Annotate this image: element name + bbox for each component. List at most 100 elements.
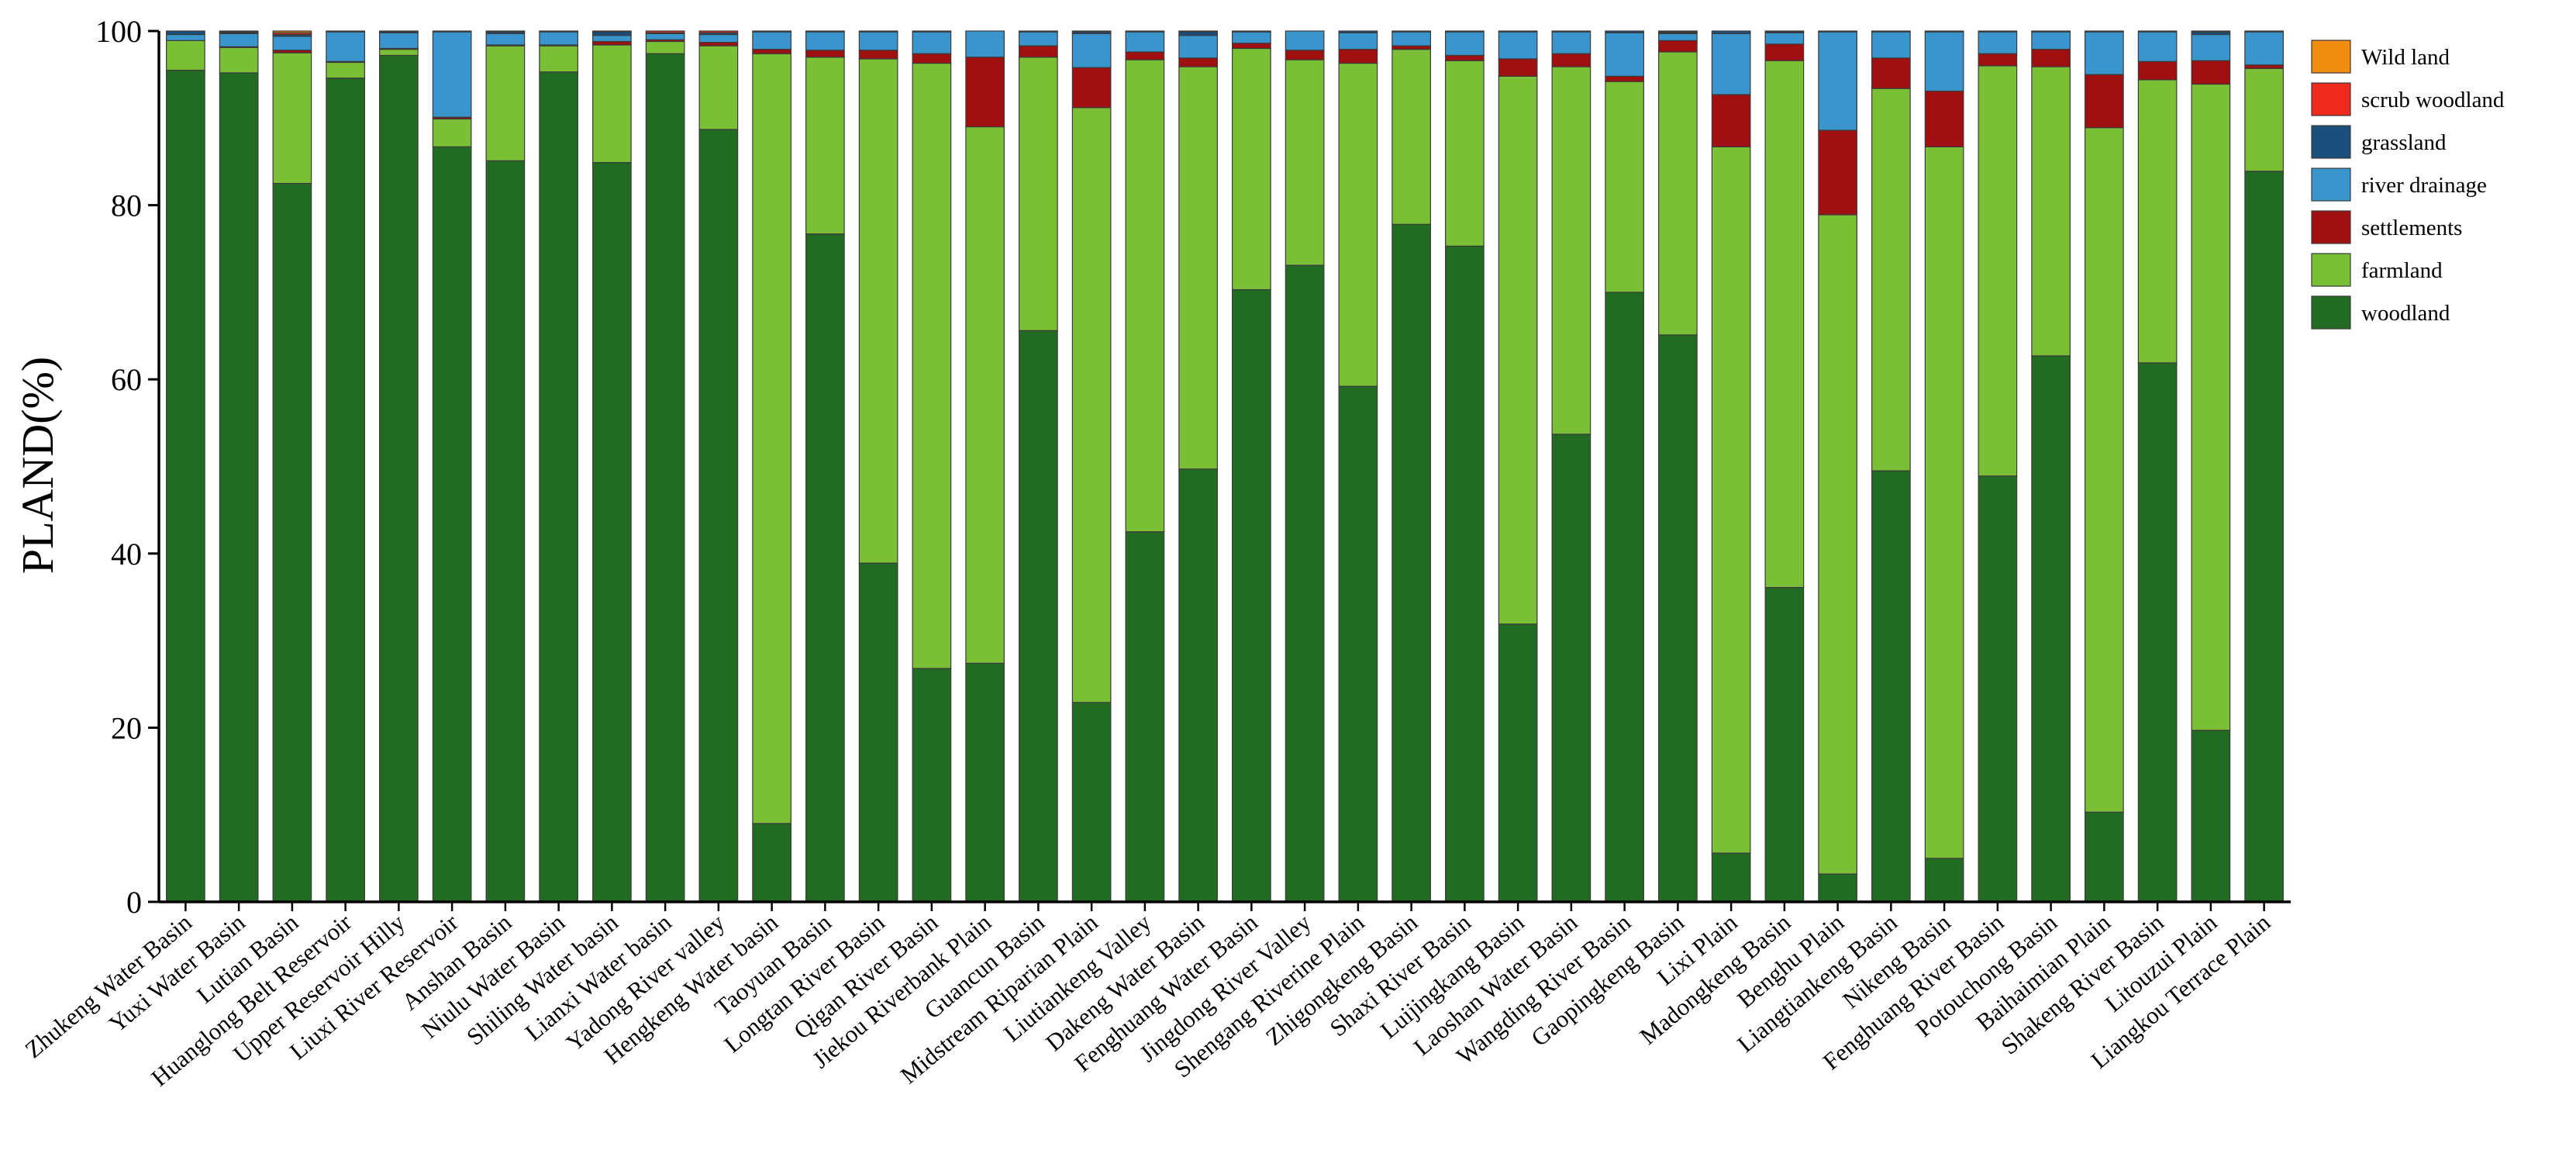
bar-farmland-19 [1125,59,1165,533]
bar-river-drainage-3 [272,36,312,51]
bar-settlements-33 [1871,57,1911,89]
bar-wild-land-2 [219,30,259,33]
bar-grassland-26 [1498,30,1538,33]
bar-woodland-12 [752,823,791,903]
bar-farmland-31 [1764,60,1805,589]
bar-woodland-31 [1764,586,1805,903]
bar-farmland-14 [858,58,898,564]
bar-river-drainage-17 [1019,31,1058,47]
bar-settlements-28 [1605,75,1644,82]
bar-woodland-33 [1871,470,1911,903]
legend-label-woodland: woodland [2361,301,2450,326]
bar-river-drainage-34 [1924,31,1964,92]
bar-farmland-3 [272,52,312,185]
bar-farmland-23 [1338,62,1378,387]
bar-woodland-15 [912,668,952,903]
bar-river-drainage-22 [1285,30,1325,51]
legend-label-wild-land: Wild land [2361,45,2450,70]
bar-scrub-woodland-39 [2191,30,2231,33]
bar-woodland-34 [1924,858,1964,903]
bar-settlements-25 [1445,54,1485,61]
bar-settlements-40 [2244,64,2284,69]
bar-grassland-40 [2244,30,2284,33]
bar-river-drainage-27 [1551,31,1591,54]
bar-woodland-23 [1338,385,1378,903]
bar-grassland-19 [1125,30,1165,33]
legend-swatch-woodland [2311,295,2351,330]
bar-river-drainage-18 [1071,33,1112,68]
legend-swatch-wild-land [2311,40,2351,74]
bar-settlements-9 [592,40,632,46]
y-tick-label-100: 100 [95,14,142,49]
bar-settlements-32 [1818,130,1857,216]
bar-wild-land-29 [1658,30,1698,33]
bar-grassland-9 [592,31,632,36]
bar-river-drainage-12 [752,31,791,50]
bar-river-drainage-36 [2031,31,2071,50]
bar-farmland-28 [1605,81,1644,293]
bar-grassland-38 [2137,30,2178,33]
bar-grassland-8 [539,30,578,33]
bar-woodland-27 [1551,433,1591,903]
bar-grassland-25 [1445,30,1485,33]
bar-river-drainage-5 [379,32,419,50]
bar-river-drainage-31 [1764,32,1805,45]
bar-river-drainage-14 [858,31,898,51]
bar-grassland-28 [1605,30,1644,33]
bar-river-drainage-23 [1338,32,1378,50]
bar-settlements-34 [1924,90,1964,147]
bar-river-drainage-19 [1125,31,1165,53]
bar-woodland-16 [965,662,1005,903]
bar-woodland-18 [1071,702,1112,903]
bar-grassland-27 [1551,30,1591,33]
bar-grassland-36 [2031,30,2071,33]
y-tick-label-80: 80 [111,188,142,223]
bar-farmland-37 [2085,127,2124,813]
legend-swatch-farmland [2311,253,2351,287]
bar-farmland-11 [698,45,739,130]
bar-farmland-7 [485,45,526,161]
legend-label-scrub-woodland: scrub woodland [2361,88,2505,112]
bar-river-drainage-30 [1711,33,1751,95]
bar-scrub-woodland-10 [645,30,685,33]
bar-farmland-10 [645,40,685,54]
bar-settlements-19 [1125,51,1165,60]
bar-farmland-40 [2244,67,2284,172]
bar-farmland-16 [965,126,1005,664]
bar-settlements-14 [858,50,898,60]
bar-settlements-12 [752,48,791,54]
bar-farmland-2 [219,47,259,74]
bar-scrub-woodland-31 [1764,30,1805,33]
bar-river-drainage-40 [2244,31,2284,66]
bar-farmland-22 [1285,59,1325,266]
bar-grassland-35 [1978,30,2018,33]
bar-grassland-34 [1924,30,1964,33]
bar-river-drainage-35 [1978,31,2018,54]
legend: Wild land scrub woodland grassland river dr… [2311,40,2505,330]
bar-river-drainage-25 [1445,31,1485,57]
bar-woodland-32 [1818,873,1857,903]
bar-river-drainage-29 [1658,33,1698,41]
bar-farmland-36 [2031,66,2071,357]
bar-farmland-6 [432,118,472,147]
bar-grassland-17 [1019,30,1058,33]
legend-swatch-grassland [2311,125,2351,159]
bar-river-drainage-11 [698,33,739,43]
bar-settlements-30 [1711,94,1751,147]
bar-woodland-25 [1445,245,1485,903]
bar-river-drainage-20 [1178,35,1218,59]
bar-farmland-39 [2191,83,2231,731]
bar-river-drainage-4 [326,31,365,62]
bar-river-drainage-37 [2085,31,2124,75]
bar-woodland-10 [645,53,685,903]
bar-settlements-35 [1978,53,2018,67]
bar-woodland-29 [1658,334,1698,903]
bar-woodland-3 [272,182,312,903]
bar-woodland-5 [379,54,419,903]
bar-segments [166,30,2284,903]
bar-settlements-26 [1498,58,1538,78]
bar-scrub-woodland-5 [379,30,419,33]
bar-woodland-28 [1605,292,1644,903]
bar-scrub-woodland-18 [1071,30,1112,33]
bar-river-drainage-21 [1232,31,1271,44]
